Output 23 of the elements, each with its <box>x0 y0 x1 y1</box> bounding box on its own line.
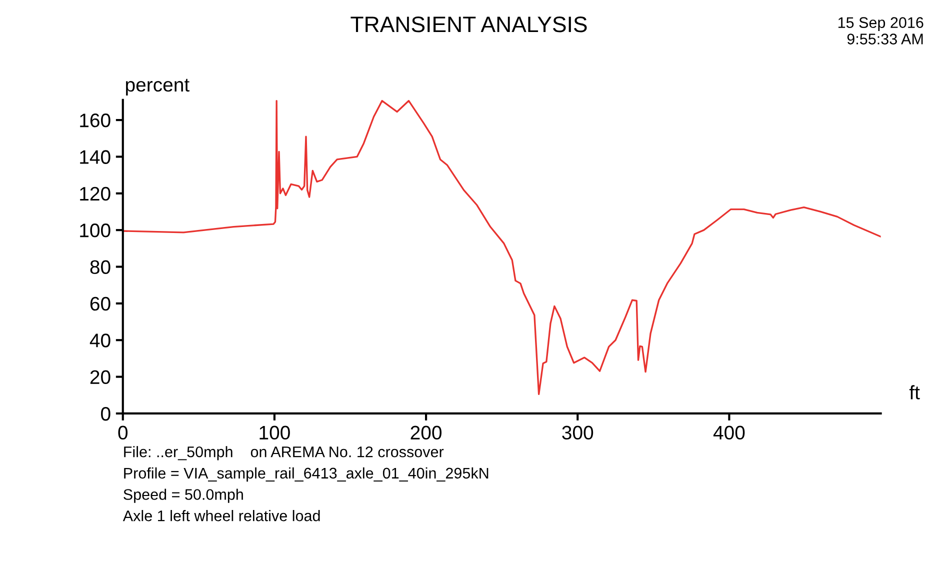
line-series <box>122 100 881 396</box>
chart-title: TRANSIENT ANALYSIS <box>350 16 587 32</box>
x-tick-label: 100 <box>260 426 290 440</box>
y-tick-label: 80 <box>90 260 110 274</box>
x-tick-label: 200 <box>410 426 442 440</box>
text: File: ..er_50mph on AREMA No. 12 crossover <box>124 446 444 460</box>
y-tick-label: 0 <box>101 406 110 421</box>
text: Axle 1 left wheel relative load <box>122 510 320 522</box>
y-tick-label: 140 <box>80 150 110 164</box>
y-axis-title: percent <box>126 78 190 96</box>
x-tick-label: 0 <box>118 426 128 440</box>
x-tick-label: 400 <box>713 426 745 440</box>
y-tick-label: 20 <box>90 370 110 384</box>
x-tick-label: 300 <box>562 426 594 440</box>
text: Speed = 50.0mph <box>124 488 243 503</box>
chart-subtitle: 15 Sep 2016 9:55:33 AM <box>838 17 924 44</box>
text: Profile = VIA_sample_rail_6413_axle_01_40in_295kN <box>124 467 488 482</box>
y-tick-label: 120 <box>80 186 110 201</box>
y-tick-label: 60 <box>90 296 110 311</box>
y-tick-label: 100 <box>80 224 110 238</box>
y-tick-label: 40 <box>90 334 110 348</box>
y-tick-label: 160 <box>80 114 110 128</box>
x-axis-title: ft <box>909 385 920 400</box>
